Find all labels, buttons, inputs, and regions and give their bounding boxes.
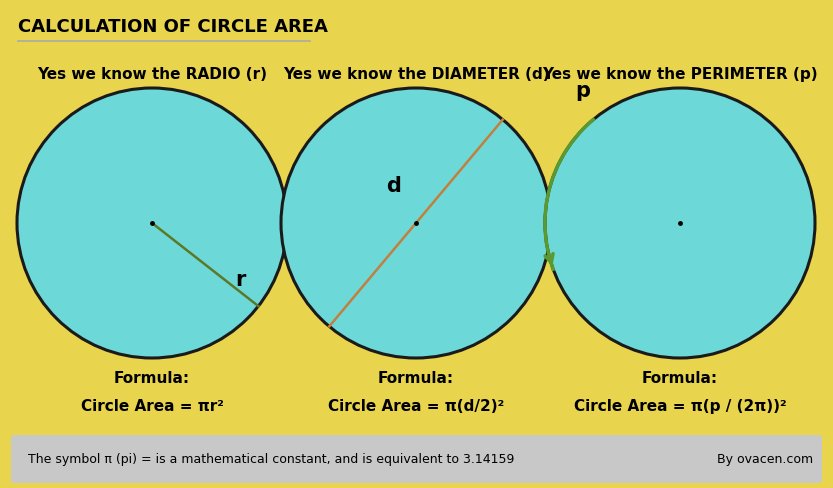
Text: By ovacen.com: By ovacen.com bbox=[717, 452, 813, 466]
Text: p: p bbox=[576, 81, 591, 101]
Circle shape bbox=[281, 89, 551, 358]
Text: Formula:: Formula: bbox=[114, 371, 190, 386]
Text: r: r bbox=[235, 270, 246, 289]
Text: Yes we know the DIAMETER (d): Yes we know the DIAMETER (d) bbox=[282, 67, 549, 82]
FancyBboxPatch shape bbox=[11, 435, 822, 483]
Text: d: d bbox=[387, 176, 402, 196]
Circle shape bbox=[545, 89, 815, 358]
Text: Circle Area = πr²: Circle Area = πr² bbox=[81, 399, 223, 414]
Text: Circle Area = π(p / (2π))²: Circle Area = π(p / (2π))² bbox=[574, 399, 786, 414]
Text: Yes we know the PERIMETER (p): Yes we know the PERIMETER (p) bbox=[542, 67, 818, 82]
Text: The symbol π (pi) = is a mathematical constant, and is equivalent to 3.14159: The symbol π (pi) = is a mathematical co… bbox=[28, 452, 514, 466]
Text: CALCULATION OF CIRCLE AREA: CALCULATION OF CIRCLE AREA bbox=[18, 18, 328, 36]
Text: Formula:: Formula: bbox=[642, 371, 718, 386]
Text: Formula:: Formula: bbox=[378, 371, 454, 386]
Text: Circle Area = π(d/2)²: Circle Area = π(d/2)² bbox=[328, 399, 504, 414]
Circle shape bbox=[17, 89, 287, 358]
Text: Yes we know the RADIO (r): Yes we know the RADIO (r) bbox=[37, 67, 267, 82]
